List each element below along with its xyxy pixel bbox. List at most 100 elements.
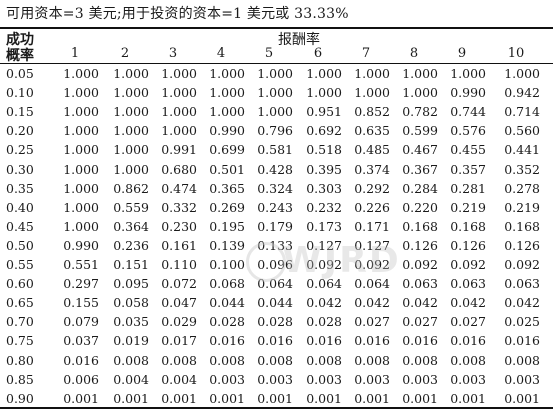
value-cell: 0.042 xyxy=(402,295,438,311)
watermark-logo-text: WJRD xyxy=(282,240,401,281)
value-cell: 1.000 xyxy=(209,104,245,120)
value-cell: 1.000 xyxy=(113,161,149,177)
value-cell: 0.027 xyxy=(354,314,390,330)
value-cell: 0.004 xyxy=(161,371,197,387)
value-cell: 1.000 xyxy=(306,85,342,101)
value-cell: 1.000 xyxy=(63,199,99,215)
value-cell: 0.016 xyxy=(402,333,438,349)
value-cell: 0.990 xyxy=(209,123,245,139)
value-cell: 0.064 xyxy=(354,276,390,292)
value-cell: 0.003 xyxy=(402,371,438,387)
value-cell: 0.635 xyxy=(354,123,390,139)
value-cell: 1.000 xyxy=(113,142,149,158)
value-cell: 0.744 xyxy=(450,104,486,120)
probability-cell: 0.50 xyxy=(6,237,34,253)
probability-cell: 0.85 xyxy=(6,371,34,387)
value-cell: 0.079 xyxy=(63,314,99,330)
value-cell: 0.782 xyxy=(402,104,438,120)
value-cell: 0.161 xyxy=(161,237,197,253)
value-cell: 0.016 xyxy=(209,333,245,349)
value-cell: 0.003 xyxy=(450,371,486,387)
probability-cell: 0.60 xyxy=(6,276,34,292)
value-cell: 0.551 xyxy=(63,257,99,272)
value-cell: 0.278 xyxy=(504,180,540,196)
value-cell: 1.000 xyxy=(113,104,149,120)
value-cell: 0.467 xyxy=(402,142,438,158)
value-cell: 0.518 xyxy=(306,142,342,158)
value-cell: 0.035 xyxy=(113,314,149,330)
value-cell: 0.028 xyxy=(257,314,293,330)
value-cell: 0.003 xyxy=(209,371,245,387)
value-cell: 0.016 xyxy=(504,333,540,349)
value-cell: 0.126 xyxy=(450,237,486,253)
value-cell: 0.027 xyxy=(450,314,486,330)
column-header: 5 xyxy=(264,46,274,61)
probability-cell: 0.65 xyxy=(6,295,34,311)
value-cell: 0.063 xyxy=(504,276,540,292)
value-cell: 0.092 xyxy=(402,257,438,272)
value-cell: 0.220 xyxy=(402,199,438,215)
value-cell: 0.001 xyxy=(402,390,438,406)
value-cell: 1.000 xyxy=(63,142,99,158)
value-cell: 1.000 xyxy=(113,123,149,139)
value-cell: 1.000 xyxy=(306,66,342,81)
value-cell: 0.027 xyxy=(402,314,438,330)
probability-cell: 0.70 xyxy=(6,314,34,330)
watermark-logo xyxy=(246,242,286,282)
probability-cell: 0.55 xyxy=(6,257,34,272)
column-header: 8 xyxy=(409,46,419,61)
value-cell: 0.303 xyxy=(306,180,342,196)
column-header: 10 xyxy=(507,46,525,61)
value-cell: 0.367 xyxy=(402,161,438,177)
value-cell: 0.016 xyxy=(306,333,342,349)
value-cell: 0.008 xyxy=(504,352,540,368)
value-cell: 1.000 xyxy=(209,66,245,81)
value-cell: 0.155 xyxy=(63,295,99,311)
value-cell: 0.001 xyxy=(306,390,342,406)
value-cell: 0.001 xyxy=(504,390,540,406)
value-cell: 1.000 xyxy=(161,85,197,101)
value-cell: 0.374 xyxy=(354,161,390,177)
bottom-rule xyxy=(0,407,553,409)
value-cell: 0.226 xyxy=(354,199,390,215)
value-cell: 1.000 xyxy=(63,180,99,196)
value-cell: 0.171 xyxy=(354,218,390,234)
column-header: 1 xyxy=(70,46,80,61)
payoff-label: 报酬率 xyxy=(278,32,320,48)
value-cell: 0.352 xyxy=(504,161,540,177)
value-cell: 0.332 xyxy=(161,199,197,215)
value-cell: 0.016 xyxy=(257,333,293,349)
value-cell: 0.063 xyxy=(402,276,438,292)
value-cell: 1.000 xyxy=(161,123,197,139)
value-cell: 0.001 xyxy=(209,390,245,406)
value-cell: 0.072 xyxy=(161,276,197,292)
column-header: 7 xyxy=(361,46,371,61)
table-caption: 可用资本=3 美元;用于投资的资本=1 美元或 33.33% xyxy=(6,6,349,22)
header-rule xyxy=(0,63,553,64)
column-header: 4 xyxy=(216,46,226,61)
value-cell: 0.058 xyxy=(113,295,149,311)
value-cell: 0.942 xyxy=(504,85,540,101)
value-cell: 0.008 xyxy=(113,352,149,368)
value-cell: 0.006 xyxy=(63,371,99,387)
probability-label: 概率 xyxy=(6,48,34,64)
value-cell: 0.126 xyxy=(402,237,438,253)
value-cell: 0.173 xyxy=(306,218,342,234)
value-cell: 0.017 xyxy=(161,333,197,349)
value-cell: 1.000 xyxy=(209,85,245,101)
value-cell: 0.560 xyxy=(504,123,540,139)
value-cell: 0.395 xyxy=(306,161,342,177)
value-cell: 0.047 xyxy=(161,295,197,311)
value-cell: 0.092 xyxy=(306,257,342,272)
success-label: 成功 xyxy=(6,32,34,48)
value-cell: 0.008 xyxy=(354,352,390,368)
value-cell: 0.063 xyxy=(450,276,486,292)
value-cell: 0.168 xyxy=(504,218,540,234)
value-cell: 1.000 xyxy=(63,104,99,120)
value-cell: 0.852 xyxy=(354,104,390,120)
value-cell: 0.455 xyxy=(450,142,486,158)
value-cell: 0.284 xyxy=(402,180,438,196)
value-cell: 0.680 xyxy=(161,161,197,177)
value-cell: 1.000 xyxy=(402,85,438,101)
column-header: 6 xyxy=(313,46,323,61)
